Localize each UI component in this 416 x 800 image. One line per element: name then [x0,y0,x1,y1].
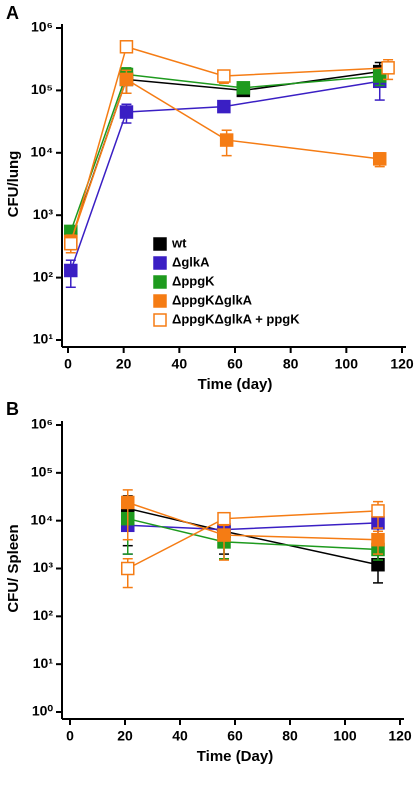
legend-marker [153,275,167,289]
marker [119,105,134,119]
legend-label: ΔglkA [172,254,210,269]
x-tick-label: 20 [116,356,132,372]
marker [381,61,395,75]
legend-marker [153,237,167,251]
x-tick-label: 0 [64,356,72,372]
x-tick-label: 40 [172,356,188,372]
legend-label: ΔppgKΔglkA [172,292,253,307]
marker [119,72,134,87]
x-tick-label: 120 [390,356,414,372]
y-tick-label: 10² [33,268,54,284]
legend-marker [153,256,167,270]
x-tick-label: 0 [66,728,74,744]
series-line [127,522,379,531]
x-tick-label: 80 [282,728,298,744]
x-tick-label: 60 [227,728,243,744]
x-tick-label: 60 [227,356,243,372]
y-tick-label: 10⁴ [31,144,54,160]
series-line [127,501,379,541]
series-line [127,510,379,570]
legend-marker [153,313,167,327]
series-line [70,73,380,232]
legend-label: ΔppgK [172,273,215,288]
x-tick-label: 40 [172,728,188,744]
y-tick-label: 10¹ [33,655,54,671]
legend-label: wt [171,235,187,250]
y-tick-label: 10⁰ [32,703,54,719]
marker [217,511,231,526]
y-tick-label: 10⁵ [31,81,53,97]
marker [119,40,134,54]
series-line [127,517,379,551]
y-tick-label: 10⁶ [31,19,53,35]
x-tick-label: 120 [388,728,412,744]
panel-label: A [6,3,19,23]
y-tick-label: 10² [33,607,54,623]
y-tick-label: 10³ [33,206,54,222]
marker [121,561,135,576]
legend-marker [153,294,167,308]
y-tick-label: 10⁶ [31,416,53,432]
y-axis-label: CFU/lung [5,151,22,218]
legend-label: ΔppgKΔglkA + ppgK [172,311,300,326]
y-tick-label: 10⁴ [31,511,54,527]
x-tick-label: 20 [117,728,133,744]
marker [64,236,78,251]
x-axis-label: Time (Day) [197,748,273,765]
marker [217,528,231,542]
panel-label: B [6,399,19,419]
marker [371,532,385,547]
x-tick-label: 100 [335,356,359,372]
marker [64,263,78,278]
y-axis-label: CFU/ Spleen [5,524,22,612]
marker [217,99,231,114]
marker [371,504,385,518]
y-tick-label: 10³ [33,559,54,575]
marker [372,152,387,166]
y-tick-label: 10⁵ [31,464,53,480]
marker [217,69,231,83]
marker [219,133,234,147]
x-tick-label: 80 [283,356,299,372]
x-tick-label: 100 [333,728,357,744]
series-line [70,78,380,242]
marker [121,495,135,510]
x-axis-label: Time (day) [198,376,273,393]
y-tick-label: 10¹ [33,331,54,347]
marker [236,81,251,95]
series-line [70,45,389,244]
